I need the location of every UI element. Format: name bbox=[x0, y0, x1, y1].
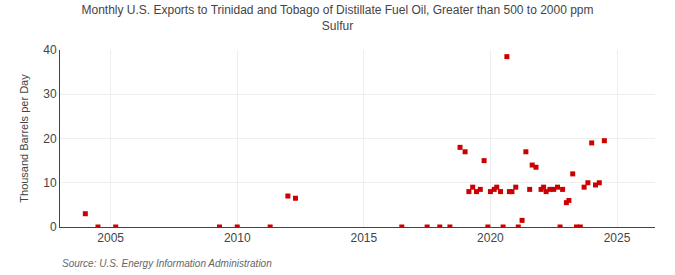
svg-text:2025: 2025 bbox=[604, 231, 631, 245]
svg-text:2010: 2010 bbox=[224, 231, 251, 245]
svg-text:20: 20 bbox=[43, 132, 57, 146]
svg-text:2005: 2005 bbox=[97, 231, 124, 245]
svg-text:10: 10 bbox=[43, 176, 57, 190]
svg-text:Monthly U.S. Exports to Trinid: Monthly U.S. Exports to Trinidad and Tob… bbox=[81, 3, 593, 33]
svg-text:0: 0 bbox=[50, 220, 57, 234]
svg-text:30: 30 bbox=[43, 87, 57, 101]
svg-text:Source: U.S. Energy Informatio: Source: U.S. Energy Information Administ… bbox=[62, 258, 272, 269]
svg-text:2015: 2015 bbox=[350, 231, 377, 245]
svg-text:2020: 2020 bbox=[477, 231, 504, 245]
svg-text:Thousand Barrels per Day: Thousand Barrels per Day bbox=[18, 74, 30, 203]
svg-text:40: 40 bbox=[43, 43, 57, 57]
